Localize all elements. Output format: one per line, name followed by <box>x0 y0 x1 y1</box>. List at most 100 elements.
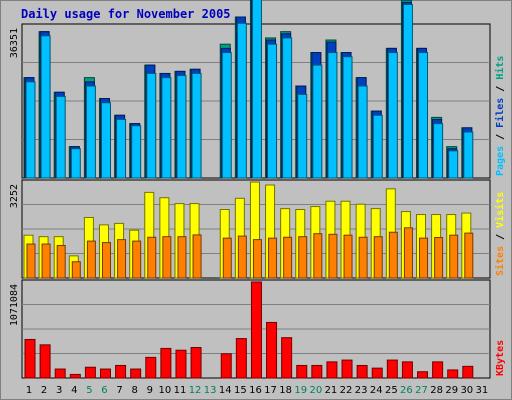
pages-bar <box>312 64 323 179</box>
day-label: 16 <box>249 385 262 396</box>
pages-bar <box>116 118 127 179</box>
y-max-label-hits: 36351 <box>9 28 20 58</box>
day-label: 18 <box>279 385 292 396</box>
legend-separator: / <box>495 80 506 98</box>
day-label: 17 <box>264 385 277 396</box>
sites-bar <box>132 240 142 279</box>
kbytes-bar <box>311 364 323 379</box>
kbytes-bar <box>99 368 111 379</box>
sites-bar <box>403 227 413 279</box>
day-label: 28 <box>430 385 443 396</box>
pages-bar <box>402 3 413 179</box>
sites-bar <box>434 237 444 279</box>
legend-kbytes: KBytes <box>495 340 506 376</box>
pages-bar <box>85 85 96 179</box>
sites-bar <box>388 231 398 279</box>
legend-sites: Sites <box>494 246 506 276</box>
sites-bar <box>56 245 66 279</box>
kbytes-bar <box>220 353 232 379</box>
pages-bar <box>251 0 262 179</box>
day-label: 6 <box>101 385 107 396</box>
pages-bar <box>40 35 51 179</box>
day-label: 9 <box>147 385 153 396</box>
day-label: 4 <box>71 385 77 396</box>
pages-bar <box>191 72 202 179</box>
pages-bar <box>357 85 368 179</box>
pages-bar <box>176 75 187 179</box>
sites-bar <box>147 236 157 279</box>
day-label: 7 <box>116 385 122 396</box>
pages-bar <box>372 114 383 179</box>
sites-bar <box>162 236 172 279</box>
pages-bar <box>236 22 247 179</box>
kbytes-bar <box>266 321 278 379</box>
pages-bar <box>327 52 338 179</box>
kbytes-bar <box>130 368 142 379</box>
pages-bar <box>221 52 232 179</box>
kbytes-bar <box>281 337 293 379</box>
sites-bar <box>313 233 323 279</box>
y-max-label-kbytes: 1071084 <box>9 284 20 326</box>
sites-bar <box>117 239 127 279</box>
day-label: 27 <box>415 385 428 396</box>
sites-bar <box>283 236 293 279</box>
pages-bar <box>100 102 111 179</box>
kbytes-bar <box>386 359 398 379</box>
pages-bar <box>342 56 353 179</box>
legend-separator: / <box>495 228 506 246</box>
day-label: 1 <box>26 385 32 396</box>
day-label: 13 <box>204 385 217 396</box>
kbytes-bar <box>69 373 81 379</box>
day-label: 24 <box>370 385 383 396</box>
pages-bar <box>267 43 278 179</box>
legend-files: Files <box>494 98 506 128</box>
day-label: 25 <box>385 385 398 396</box>
day-label: 26 <box>400 385 413 396</box>
kbytes-bar <box>432 361 444 379</box>
day-label: 29 <box>445 385 458 396</box>
day-label: 21 <box>325 385 338 396</box>
day-label: 10 <box>159 385 172 396</box>
sites-bar <box>464 232 474 279</box>
kbytes-bar <box>145 356 157 379</box>
legend-hits-files-pages: Pages / Files / Hits <box>494 56 506 176</box>
sites-bar <box>41 243 51 279</box>
legend-visits: Visits <box>494 192 506 228</box>
legend-hits: Hits <box>494 56 506 80</box>
pages-bar <box>463 131 474 179</box>
legend-kbytes: KBytes <box>495 340 506 376</box>
sites-bar <box>252 239 262 279</box>
pages-bar <box>433 123 444 179</box>
y-max-label-visits: 3252 <box>9 184 20 208</box>
legend-sites-visits: Sites / Visits <box>494 192 506 276</box>
kbytes-bar <box>190 347 202 379</box>
kbytes-bar <box>250 281 262 379</box>
kbytes-bar <box>235 338 247 379</box>
legend-separator: / <box>495 128 506 146</box>
sites-bar <box>222 237 232 279</box>
day-label: 20 <box>309 385 322 396</box>
day-label: 22 <box>340 385 353 396</box>
kbytes-bar <box>341 359 353 379</box>
sites-bar <box>71 261 81 279</box>
sites-bar <box>86 240 96 279</box>
sites-bar <box>358 236 368 279</box>
day-label: 15 <box>234 385 247 396</box>
sites-bar <box>449 234 459 279</box>
pages-bar <box>282 37 293 179</box>
day-label: 11 <box>174 385 187 396</box>
kbytes-bar <box>296 364 308 379</box>
sites-bar <box>343 234 353 279</box>
day-label: 30 <box>460 385 473 396</box>
pages-bar <box>387 52 398 179</box>
day-label: 2 <box>41 385 47 396</box>
sites-bar <box>298 236 308 279</box>
sites-bar <box>101 242 111 279</box>
sites-bar <box>373 236 383 279</box>
pages-bar <box>25 81 36 179</box>
sites-bar <box>177 236 187 279</box>
day-label: 12 <box>189 385 202 396</box>
pages-bar <box>161 77 172 179</box>
day-label: 8 <box>131 385 137 396</box>
